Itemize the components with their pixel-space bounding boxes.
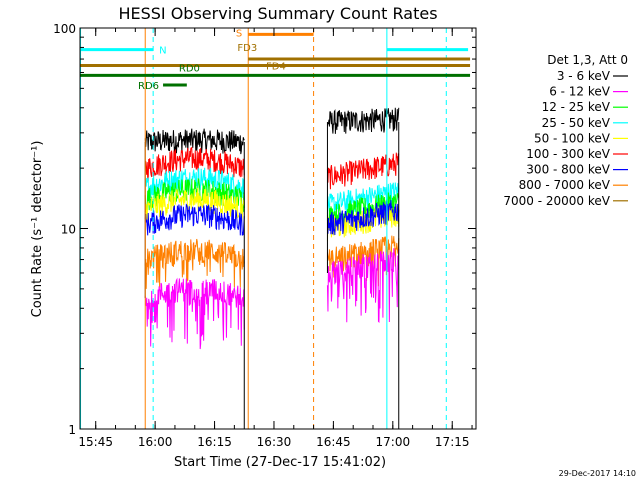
x-tick-label: 16:15 [197, 435, 232, 449]
legend-title: Det 1,3, Att 0 [547, 53, 628, 67]
x-tick-label: 16:45 [316, 435, 351, 449]
series-line-25-50keV [144, 167, 245, 201]
flag-label-fd3: FD3 [237, 43, 257, 54]
legend-label: 50 - 100 keV [534, 131, 611, 145]
x-tick-label: 17:00 [376, 435, 411, 449]
flag-label-rd6: RD6 [138, 81, 159, 92]
legend-label: 3 - 6 keV [557, 69, 611, 83]
series-line-6-12keV [144, 277, 245, 350]
series-line-800-7000keV [144, 238, 245, 291]
legend-label: 800 - 7000 keV [519, 178, 611, 192]
x-tick-label: 16:30 [257, 435, 292, 449]
legend-label: 25 - 50 keV [542, 116, 611, 130]
x-tick-label: 16:00 [138, 435, 173, 449]
flag-label-s: S [236, 28, 242, 39]
legend-label: 300 - 800 keV [526, 163, 610, 177]
legend-label: 100 - 300 keV [526, 147, 610, 161]
y-tick-label: 1 [68, 423, 76, 437]
x-axis-label: Start Time (27-Dec-17 15:41:02) [174, 455, 386, 470]
flag-label-rd0: RD0 [179, 63, 200, 74]
chart-title: HESSI Observing Summary Count Rates [118, 4, 437, 23]
legend-label: 7000 - 20000 keV [503, 194, 610, 208]
series-line-3-6keV [144, 128, 245, 155]
flag-label-fd4: FD4 [266, 62, 286, 73]
plot-layer: N S FD3 FD4 RD0 RD6 [80, 28, 471, 429]
axis-layer: 15:45 16:00 16:15 16:30 16:45 17:00 17:15 1 10 10… [53, 22, 476, 449]
y-tick-label: 10 [61, 223, 76, 237]
series-line-100-300keV [145, 147, 245, 182]
series-line-300-800keV [144, 203, 245, 236]
legend-label: 12 - 25 keV [542, 100, 611, 114]
legend-label: 6 - 12 keV [549, 85, 611, 99]
series-line-50-100keV [144, 188, 245, 222]
x-tick-label: 15:45 [78, 435, 113, 449]
timestamp: 29-Dec-2017 14:10 [559, 469, 636, 478]
y-axis-label: Count Rate (s⁻¹ detector⁻¹) [30, 141, 45, 318]
x-tick-label: 17:15 [435, 435, 470, 449]
flag-label-n: N [159, 46, 166, 57]
y-tick-label: 100 [53, 22, 76, 36]
